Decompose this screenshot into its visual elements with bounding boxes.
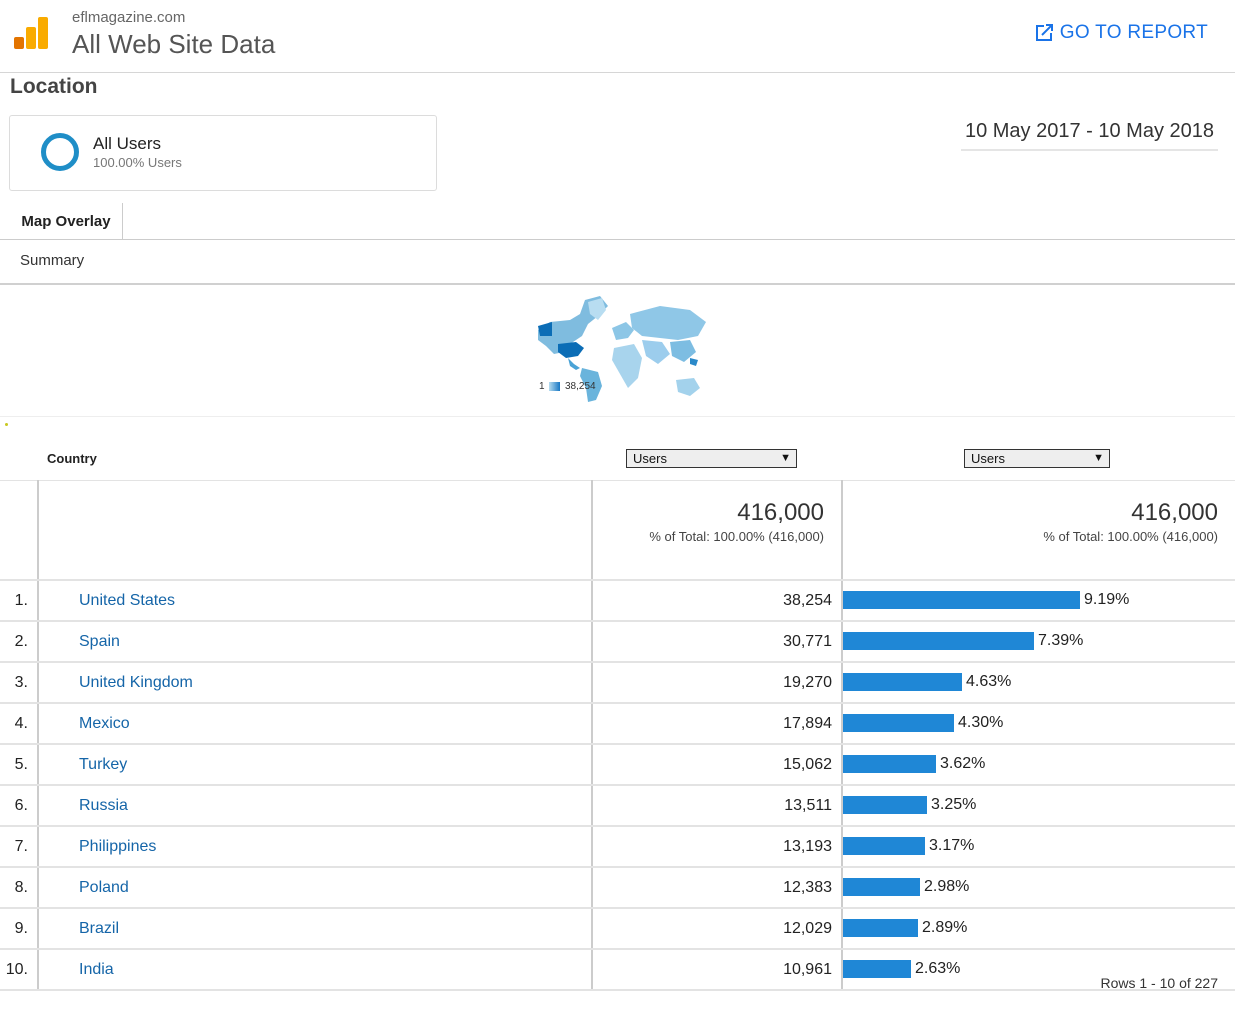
segment-card[interactable]: All Users 100.00% Users bbox=[9, 115, 437, 191]
row-index: 7. bbox=[0, 826, 39, 868]
table-row: 10. India 10,961 2.63% bbox=[0, 949, 1235, 991]
country-link[interactable]: Brazil bbox=[79, 919, 120, 937]
share-bar bbox=[843, 673, 962, 692]
share-percent: 3.25% bbox=[931, 796, 977, 814]
share-bar bbox=[843, 960, 911, 979]
country-link[interactable]: Philippines bbox=[79, 837, 157, 855]
tab-divider bbox=[0, 239, 1235, 240]
share-percent: 3.62% bbox=[940, 755, 986, 773]
report-title: Location bbox=[10, 75, 98, 98]
table-row: 9. Brazil 12,029 2.89% bbox=[0, 908, 1235, 950]
summary-link[interactable]: Summary bbox=[20, 252, 85, 269]
row-index: 9. bbox=[0, 908, 39, 950]
row-index: 4. bbox=[0, 703, 39, 745]
users-value: 12,029 bbox=[592, 908, 843, 950]
share-percent: 2.98% bbox=[924, 878, 970, 896]
country-link[interactable]: Turkey bbox=[79, 755, 128, 773]
country-link[interactable]: India bbox=[79, 960, 114, 978]
share-bar bbox=[843, 632, 1034, 651]
map-legend-scale bbox=[549, 382, 560, 391]
table-row: 5. Turkey 15,062 3.62% bbox=[0, 744, 1235, 786]
users-value: 13,193 bbox=[592, 826, 843, 868]
summary-divider bbox=[0, 283, 1235, 285]
date-range[interactable]: 10 May 2017 - 10 May 2018 bbox=[960, 120, 1218, 151]
share-percent: 4.30% bbox=[958, 714, 1004, 732]
share-bar bbox=[843, 591, 1080, 610]
users-value: 17,894 bbox=[592, 703, 843, 745]
users-value: 13,511 bbox=[592, 785, 843, 827]
map-divider bbox=[0, 416, 1235, 417]
users-value: 38,254 bbox=[592, 580, 843, 622]
table-row: 8. Poland 12,383 2.98% bbox=[0, 867, 1235, 909]
row-index: 3. bbox=[0, 662, 39, 704]
share-percent: 2.89% bbox=[922, 919, 968, 937]
segment-ring-icon bbox=[41, 133, 79, 171]
row-index: 1. bbox=[0, 580, 39, 622]
country-link[interactable]: Russia bbox=[79, 796, 128, 814]
total-users-1-note: % of Total: 100.00% (416,000) bbox=[649, 529, 824, 544]
table-row: 2. Spain 30,771 7.39% bbox=[0, 621, 1235, 663]
metric-select-1[interactable]: Users ▼ bbox=[626, 449, 797, 468]
total-users-1: 416,000 bbox=[737, 499, 824, 526]
location-table: 416,000 % of Total: 100.00% (416,000) 41… bbox=[0, 480, 1235, 991]
share-percent: 9.19% bbox=[1084, 591, 1130, 609]
table-row: 6. Russia 13,511 3.25% bbox=[0, 785, 1235, 827]
share-bar bbox=[843, 796, 927, 815]
table-row: 4. Mexico 17,894 4.30% bbox=[0, 703, 1235, 745]
go-to-report-label: GO TO REPORT bbox=[1059, 22, 1208, 43]
row-index: 8. bbox=[0, 867, 39, 909]
map-legend-max: 38,254 bbox=[565, 381, 596, 392]
property-name: eflmagazine.com bbox=[72, 9, 186, 26]
open-external-icon bbox=[1035, 24, 1053, 41]
row-index: 2. bbox=[0, 621, 39, 663]
table-row: 1. United States 38,254 9.19% bbox=[0, 580, 1235, 622]
share-percent: 3.17% bbox=[929, 837, 975, 855]
report-header: eflmagazine.com All Web Site Data GO TO … bbox=[0, 0, 1235, 73]
dropdown-arrow-icon: ▼ bbox=[780, 452, 791, 464]
metric-select-2-value: Users bbox=[971, 451, 1005, 466]
share-percent: 7.39% bbox=[1038, 632, 1084, 650]
users-value: 15,062 bbox=[592, 744, 843, 786]
share-bar bbox=[843, 878, 920, 897]
map-legend-min: 1 bbox=[539, 381, 545, 392]
country-link[interactable]: United Kingdom bbox=[79, 673, 193, 691]
share-bar bbox=[843, 919, 918, 938]
row-index: 5. bbox=[0, 744, 39, 786]
country-link[interactable]: Spain bbox=[79, 632, 120, 650]
row-index: 6. bbox=[0, 785, 39, 827]
share-bar bbox=[843, 714, 954, 733]
users-value: 10,961 bbox=[592, 949, 843, 991]
tab-map-overlay[interactable]: Map Overlay bbox=[10, 203, 123, 240]
country-link[interactable]: United States bbox=[79, 591, 176, 609]
view-name: All Web Site Data bbox=[72, 29, 276, 59]
share-percent: 4.63% bbox=[966, 673, 1012, 691]
totals-row: 416,000 % of Total: 100.00% (416,000) 41… bbox=[0, 480, 1235, 581]
share-bar bbox=[843, 755, 936, 774]
row-index: 10. bbox=[0, 949, 39, 991]
share-percent: 2.63% bbox=[915, 960, 961, 978]
country-link[interactable]: Mexico bbox=[79, 714, 130, 732]
total-users-2: 416,000 bbox=[1131, 499, 1218, 526]
table-row: 3. United Kingdom 19,270 4.63% bbox=[0, 662, 1235, 704]
users-value: 19,270 bbox=[592, 662, 843, 704]
pagination-info: Rows 1 - 10 of 227 bbox=[1100, 975, 1218, 991]
segment-name: All Users bbox=[93, 134, 162, 153]
table-row: 7. Philippines 13,193 3.17% bbox=[0, 826, 1235, 868]
total-users-2-note: % of Total: 100.00% (416,000) bbox=[1043, 529, 1218, 544]
dimension-header: Country bbox=[47, 451, 97, 466]
metric-select-1-value: Users bbox=[633, 451, 667, 466]
world-map[interactable] bbox=[530, 292, 708, 404]
metric-select-2[interactable]: Users ▼ bbox=[964, 449, 1110, 468]
country-link[interactable]: Poland bbox=[79, 878, 129, 896]
share-bar bbox=[843, 837, 925, 856]
users-value: 12,383 bbox=[592, 867, 843, 909]
segment-share: 100.00% Users bbox=[93, 155, 182, 170]
users-value: 30,771 bbox=[592, 621, 843, 663]
go-to-report-button[interactable]: GO TO REPORT bbox=[1032, 21, 1208, 45]
analytics-logo-icon bbox=[14, 17, 48, 49]
marker-dot bbox=[5, 423, 8, 426]
dropdown-arrow-icon: ▼ bbox=[1093, 452, 1104, 464]
